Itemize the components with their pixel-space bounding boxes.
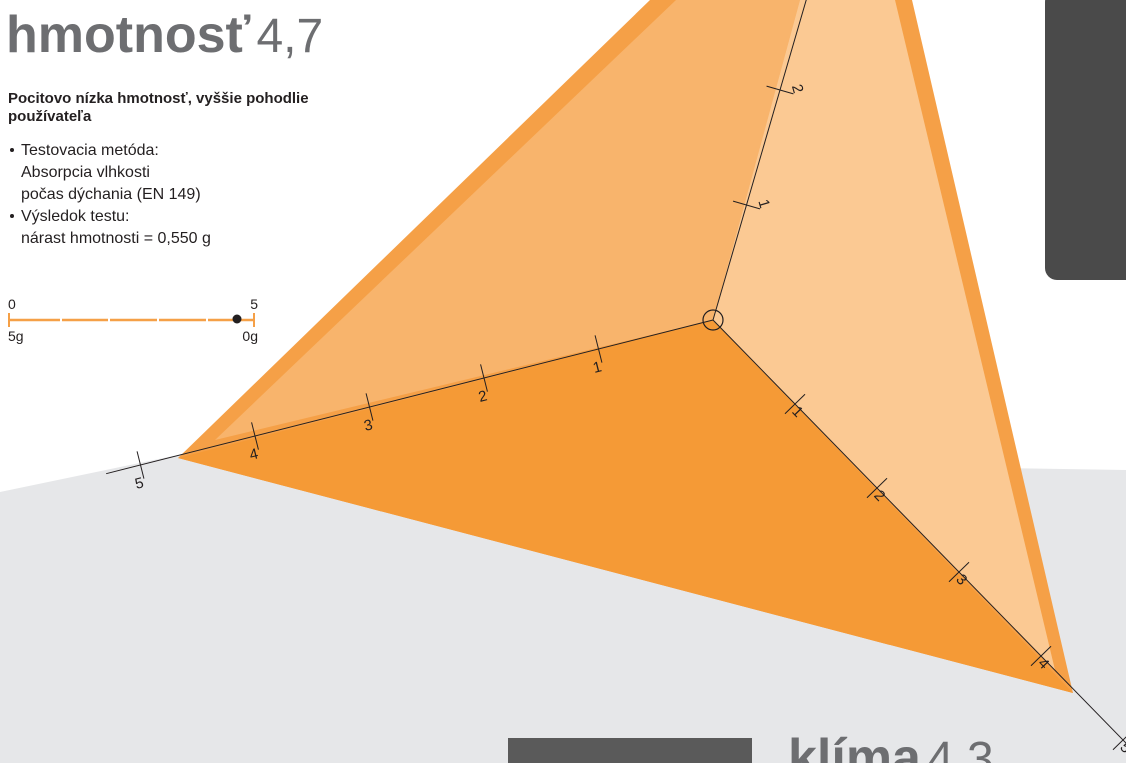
title-name: hmotnosť (6, 6, 251, 64)
center-marker (702, 309, 724, 331)
radar-area (178, 320, 1073, 693)
bullet-text: nárast hmotnosti = 0,550 g (21, 230, 211, 247)
axis-tick (480, 364, 488, 392)
bullet-text: počas dýchania (EN 149) (21, 186, 201, 203)
radar-area (713, 0, 1055, 670)
axis-tick (732, 200, 761, 210)
bullet-dot (10, 148, 14, 152)
bullet-text: Absorpcia vlhkosti (21, 164, 150, 181)
axis-tick (594, 335, 603, 363)
axis-line (712, 0, 807, 321)
axis-tick (948, 561, 970, 583)
next-title: klíma 4,3 (788, 729, 994, 763)
scale-label: 5 (250, 296, 258, 312)
subtitle: Pocitovo nízka hmotnosť, vyššie pohodlie (8, 90, 309, 107)
axis-tick-label: 1 (591, 358, 603, 377)
title: hmotnosť 4,7 (6, 6, 323, 64)
axis-tick (365, 393, 374, 421)
product-photo (1045, 0, 1126, 280)
axis-tick-label: 2 (477, 387, 489, 406)
axis-line (712, 319, 1126, 744)
product-photo (508, 738, 752, 763)
axis-tick (866, 477, 888, 499)
axis-line (106, 319, 714, 475)
bullet-dot (10, 214, 14, 218)
axis-tick-label: 4 (248, 445, 260, 464)
axis-tick (784, 393, 806, 415)
bullets: Testovacia metóda: Absorpcia vlhkosti poča… (10, 142, 211, 247)
bullet-text: Testovacia metóda: (21, 142, 159, 159)
axis-tick (766, 85, 794, 95)
next-title-score: 4,3 (927, 733, 994, 763)
scale-unit: 0g (242, 328, 258, 344)
scale-label: 0 (8, 296, 16, 312)
title-score: 4,7 (256, 10, 323, 63)
subtitle: používateľa (8, 108, 92, 125)
axis-tick-label: 3 (362, 416, 374, 435)
axis-tick (136, 451, 145, 479)
bullet-text: Výsledok testu: (21, 208, 130, 225)
axis-tick (251, 422, 259, 450)
axis-tick-label: 5 (1116, 739, 1126, 757)
axis-tick (1112, 736, 1126, 751)
next-title-name: klíma (788, 729, 922, 763)
radar-area (215, 0, 800, 440)
axis-tick (1030, 645, 1052, 667)
scale-unit: 5g (8, 328, 24, 344)
scale: 0 5 5g 0g (8, 296, 258, 344)
axis-tick-label: 5 (133, 474, 145, 493)
